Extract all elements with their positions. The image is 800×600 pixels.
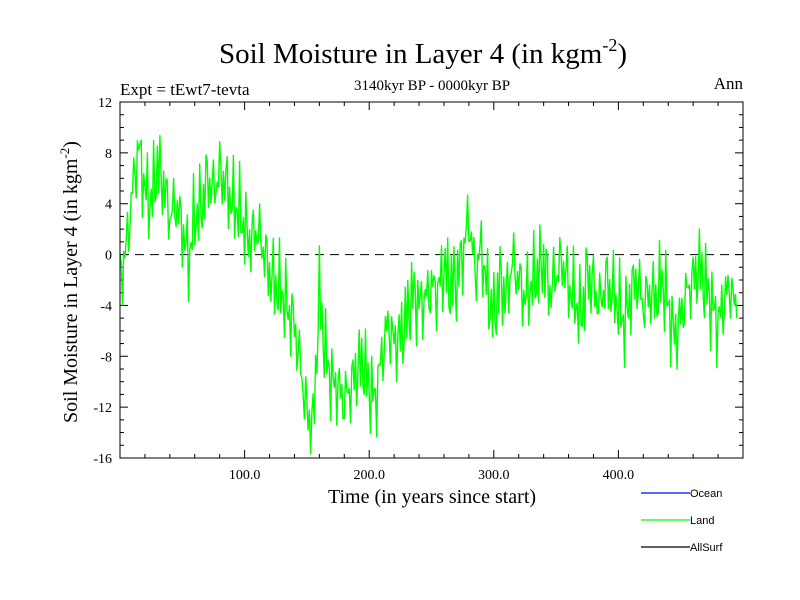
chart-title-superscript: -2 bbox=[602, 35, 617, 55]
legend-label-allsurf: AllSurf bbox=[690, 542, 723, 554]
season-label: Ann bbox=[714, 74, 744, 93]
y-tick-label: 4 bbox=[105, 198, 112, 213]
chart-title: Soil Moisture in Layer 4 (in kgm-2) bbox=[219, 35, 627, 70]
y-tick-label: -8 bbox=[100, 350, 112, 365]
y-axis-label-superscript: -2 bbox=[57, 148, 72, 159]
y-tick-label: 0 bbox=[105, 249, 112, 264]
y-axis-label: Soil Moisture in Layer 4 (in kgm-2) bbox=[57, 141, 82, 423]
legend: Ocean Land AllSurf bbox=[641, 488, 723, 554]
y-tick-label: -12 bbox=[93, 401, 112, 416]
y-tick-label: 12 bbox=[98, 96, 112, 111]
experiment-label: Expt = tEwt7-tevta bbox=[120, 80, 250, 99]
x-tick-label: 100.0 bbox=[229, 468, 261, 483]
x-tick-label: 200.0 bbox=[353, 468, 385, 483]
chart-subtitle: 3140kyr BP - 0000kyr BP bbox=[354, 78, 510, 94]
legend-label-ocean: Ocean bbox=[690, 488, 722, 500]
y-tick-label: 8 bbox=[105, 147, 112, 162]
legend-label-land: Land bbox=[690, 515, 714, 527]
y-tick-label: -16 bbox=[93, 452, 112, 467]
x-tick-label: 400.0 bbox=[603, 468, 635, 483]
x-axis-label: Time (in years since start) bbox=[328, 486, 536, 508]
series-line-land bbox=[119, 134, 738, 455]
y-tick-label: -4 bbox=[100, 299, 112, 314]
x-tick-label: 300.0 bbox=[478, 468, 510, 483]
series-group bbox=[119, 134, 738, 455]
plot-frame bbox=[119, 101, 744, 459]
